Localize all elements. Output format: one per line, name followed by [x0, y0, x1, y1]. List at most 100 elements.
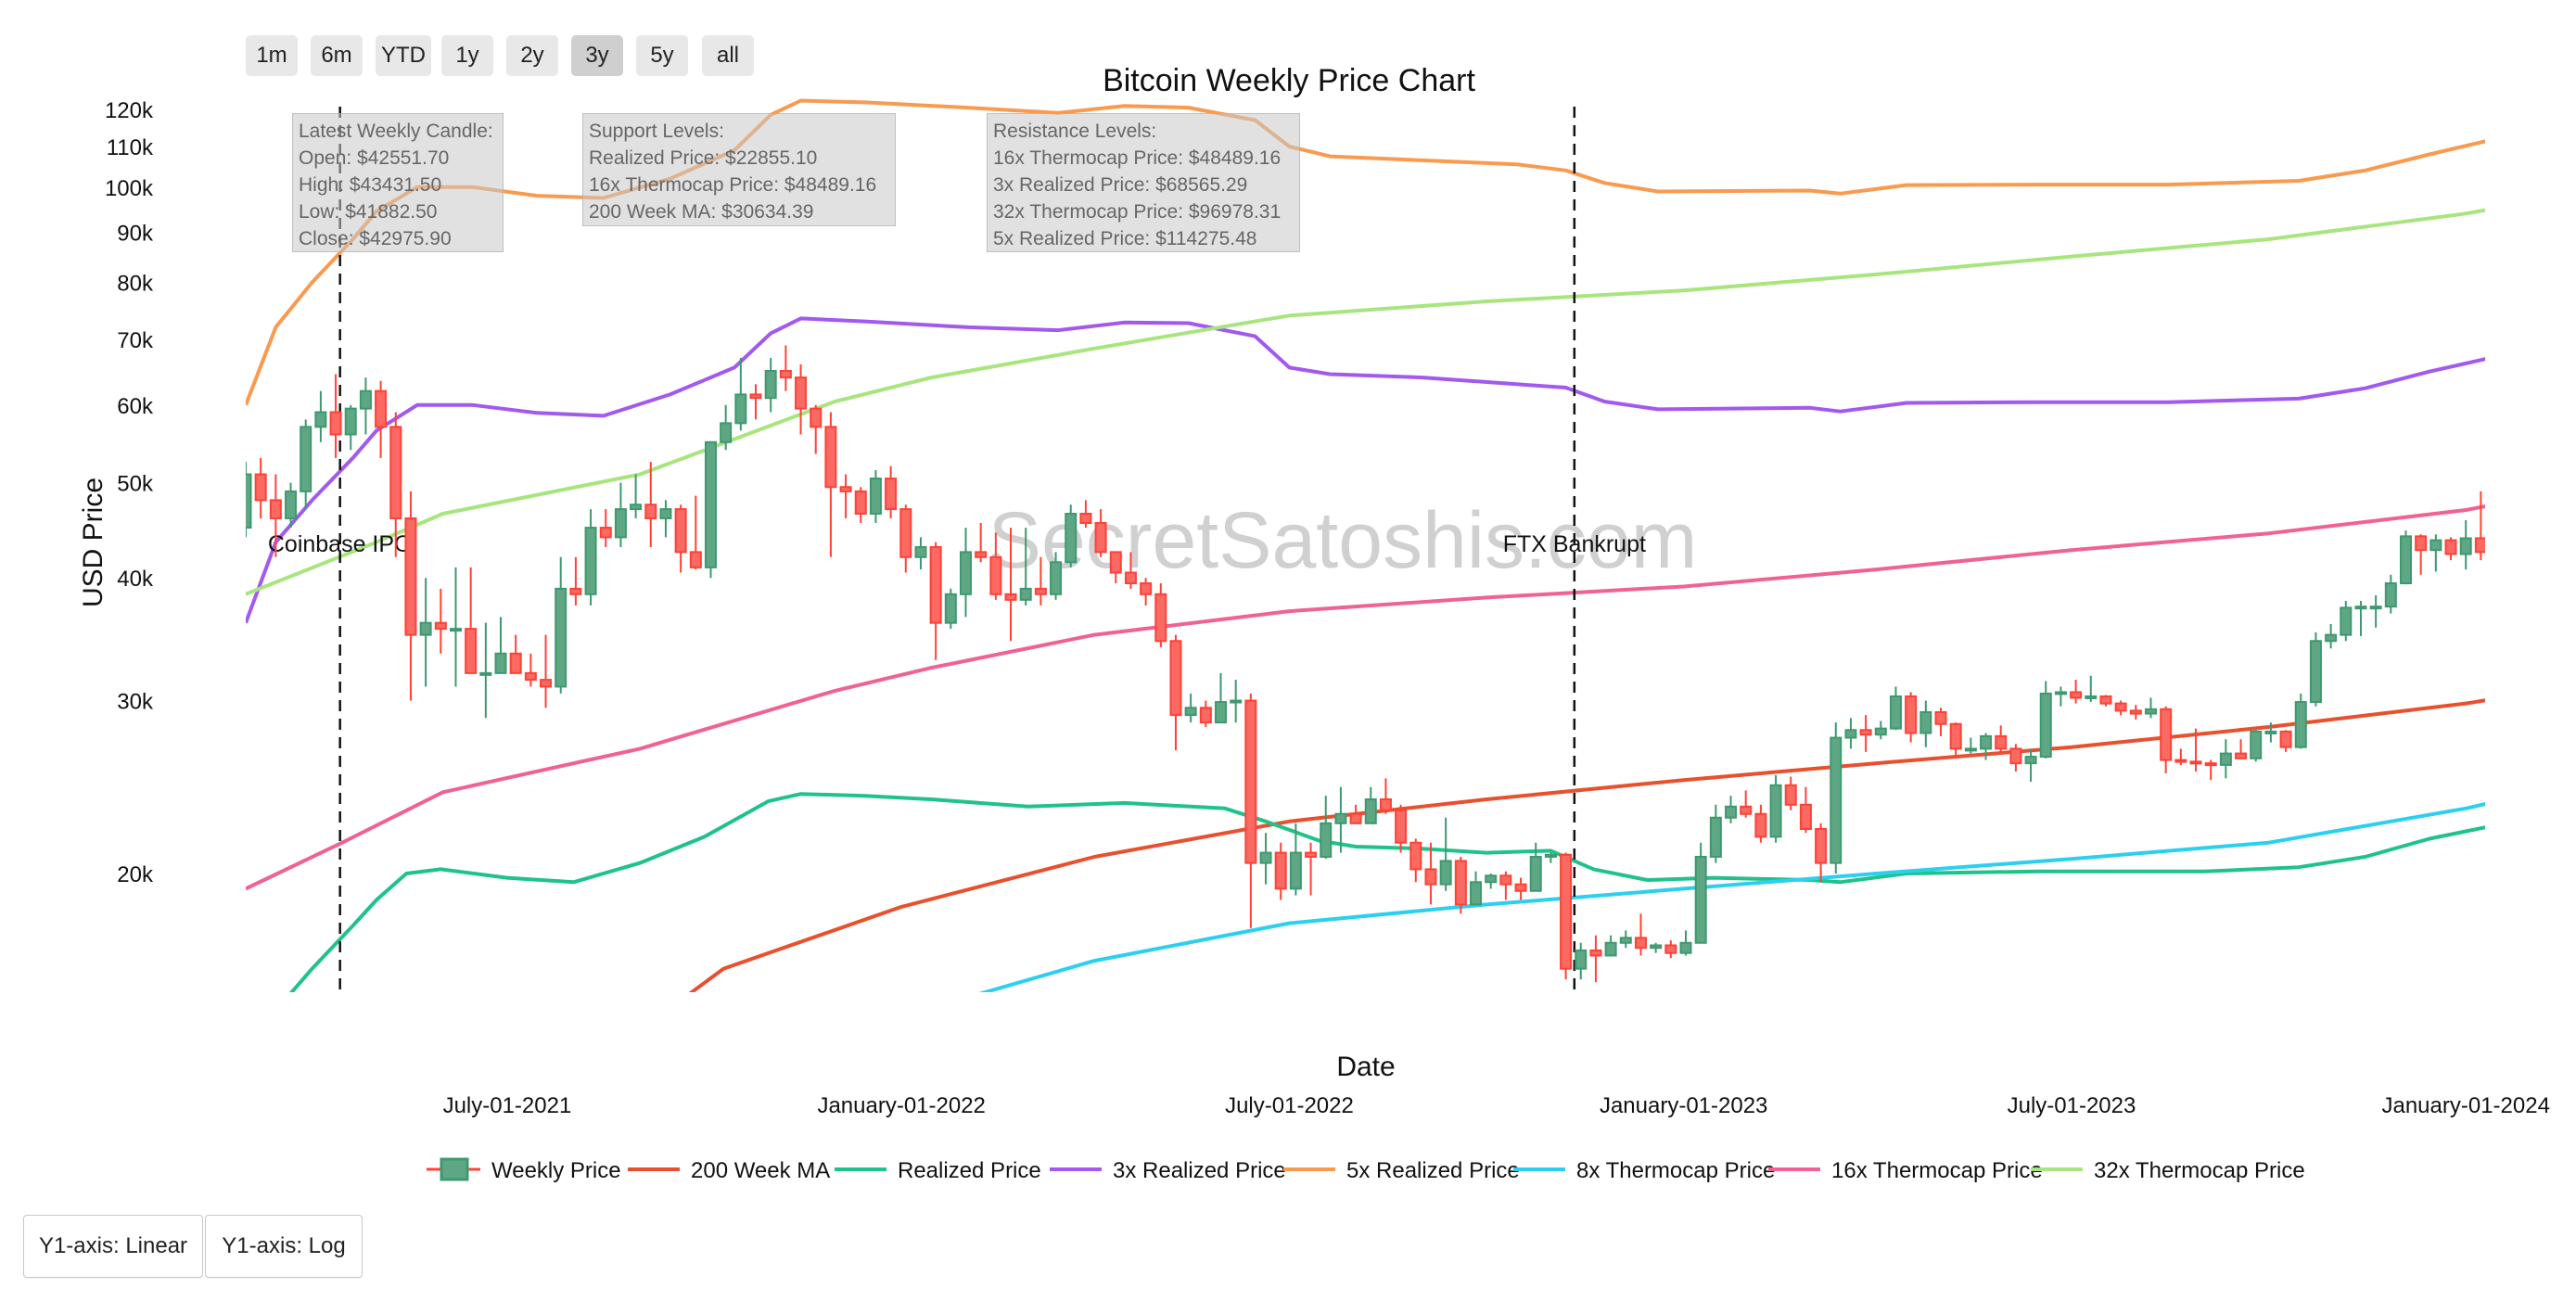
candle-body [524, 671, 537, 682]
candle [1409, 838, 1422, 883]
candle-body [764, 369, 777, 400]
candle [810, 404, 823, 454]
y-axis-linear-button[interactable]: Y1-axis: Linear [23, 1215, 203, 1278]
y-tick-label: 80k [117, 271, 154, 296]
candle-body [2160, 708, 2173, 761]
candle [1754, 804, 1767, 843]
legend: Weekly Price 200 Week MA Realized Price 3x … [427, 1157, 2305, 1183]
candle-body [1694, 855, 1707, 944]
legend-item: Weekly Price [427, 1157, 621, 1183]
candle-body [1650, 944, 1663, 950]
candle-body [2520, 551, 2531, 579]
candle-body [1230, 699, 1243, 704]
candle [1844, 718, 1857, 749]
candle [1560, 852, 1573, 980]
candle [1874, 721, 1887, 740]
candle-body [1079, 512, 1092, 524]
range-button-6m[interactable]: 6m [311, 35, 363, 76]
candle [2235, 739, 2248, 759]
candle [1305, 842, 1318, 896]
candle-body [246, 473, 252, 529]
candle-body [929, 545, 942, 624]
support-16x-thermocap: 16x Thermocap Price: $48489.16 [589, 174, 877, 196]
candle [1379, 778, 1392, 814]
candle [2189, 728, 2202, 772]
candle [599, 509, 612, 547]
candle-body [1094, 521, 1107, 554]
range-button-1m[interactable]: 1m [246, 35, 298, 76]
candle [2294, 693, 2307, 749]
candle-body [300, 426, 312, 492]
candle [899, 504, 912, 573]
candle-body [254, 473, 267, 502]
legend-label: 5x Realized Price [1346, 1158, 1520, 1183]
candle [1050, 552, 1063, 600]
range-button-5y[interactable]: 5y [636, 35, 688, 76]
range-button-ytd[interactable]: YTD [376, 35, 431, 76]
candle [1065, 504, 1078, 568]
range-button-3y[interactable]: 3y [571, 35, 623, 76]
candle-body [1244, 699, 1257, 864]
candle-body [2129, 709, 2142, 715]
candle [720, 404, 733, 451]
candle [2325, 623, 2338, 649]
candle [1529, 842, 1542, 892]
candle [2354, 601, 2367, 636]
latest-candle-high: High: $43431.50 [299, 174, 442, 196]
range-button-2y[interactable]: 2y [506, 35, 558, 76]
series-line-200-week-ma [688, 698, 2485, 992]
candle-body [1709, 816, 1722, 858]
candle [2129, 705, 2142, 720]
y-axis-log-button[interactable]: Y1-axis: Log [205, 1215, 363, 1278]
candle [2369, 595, 2382, 628]
y-tick-label: 120k [105, 98, 154, 123]
candle [1274, 842, 1287, 900]
candle-body [2009, 747, 2022, 765]
range-button-all[interactable]: all [702, 35, 754, 76]
candle-body [1844, 729, 1857, 739]
candle-body [1169, 640, 1182, 717]
candle-body [2294, 701, 2307, 748]
candle-body [1470, 881, 1483, 906]
candle [989, 532, 1002, 600]
candle-body [2204, 762, 2217, 767]
candle-body [779, 369, 792, 379]
candle-body [1995, 734, 2008, 750]
legend-item: 32x Thermocap Price [2031, 1158, 2305, 1183]
candle-body [1634, 937, 1647, 950]
candle-body [1409, 841, 1422, 871]
y-tick-label: 60k [117, 394, 154, 419]
candle [749, 384, 762, 420]
candle-body [1754, 812, 1767, 838]
candle-body [2114, 702, 2127, 712]
candle-body [824, 426, 837, 489]
candle [2085, 675, 2098, 703]
candle [1320, 796, 1333, 860]
candle [479, 622, 492, 719]
candle [2250, 730, 2263, 762]
candle-body [2235, 752, 2248, 759]
candle-body [1499, 874, 1512, 886]
candle [1215, 672, 1228, 724]
candle [1470, 871, 1483, 906]
candle [630, 474, 643, 518]
candle-body [2384, 582, 2397, 608]
legend-label: 200 Week MA [691, 1158, 830, 1183]
candle [1964, 737, 1977, 754]
candle-body [2399, 535, 2412, 585]
candle [1679, 930, 1692, 956]
candle [1109, 551, 1122, 584]
candle [734, 358, 747, 431]
range-button-1y[interactable]: 1y [441, 35, 493, 76]
candle-body [2099, 695, 2112, 705]
candle [404, 491, 417, 701]
candle [975, 522, 988, 563]
candle-body [1575, 949, 1588, 970]
candle [246, 462, 252, 538]
support-levels-title: Support Levels: [589, 121, 724, 142]
candle [2174, 748, 2187, 765]
candle-body [555, 587, 567, 688]
candle-body [1124, 571, 1137, 585]
candle-body [2264, 730, 2277, 734]
